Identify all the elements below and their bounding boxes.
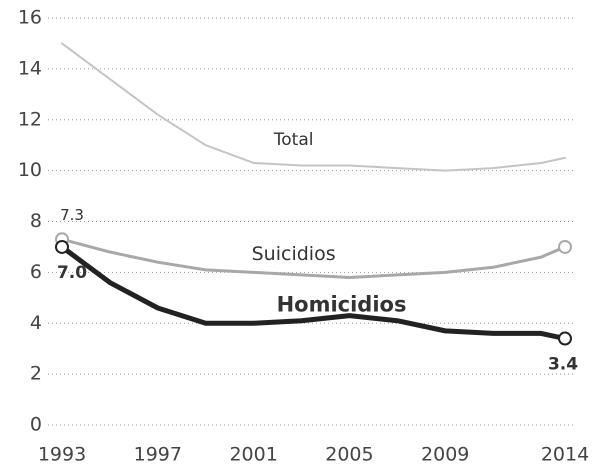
y-tick-label: 2 xyxy=(30,363,42,385)
y-tick-label: 10 xyxy=(18,159,42,181)
y-tick-label: 0 xyxy=(30,414,42,436)
x-tick-label: 2001 xyxy=(229,444,277,466)
y-tick-label: 8 xyxy=(30,210,42,232)
data-label: 7.0 xyxy=(57,263,87,283)
series-label: Homicidios xyxy=(277,292,407,316)
y-tick-label: 6 xyxy=(30,261,42,283)
end-marker xyxy=(55,239,69,254)
x-tick-label: 2009 xyxy=(421,444,469,466)
series-line xyxy=(60,237,567,279)
x-tick-label: 1993 xyxy=(38,444,86,466)
y-tick-label: 4 xyxy=(30,312,42,334)
data-label: 3.4 xyxy=(548,355,578,375)
series-label: Suicidios xyxy=(252,243,336,265)
y-tick-label: 12 xyxy=(18,108,42,130)
data-label: 7.3 xyxy=(60,206,84,224)
x-tick-label: 1997 xyxy=(134,444,182,466)
series-line xyxy=(59,244,568,342)
series-line xyxy=(61,42,566,172)
x-tick-label: 2014 xyxy=(541,444,589,466)
end-marker xyxy=(558,239,572,254)
y-tick-label: 16 xyxy=(18,7,42,29)
x-tick-label: 2005 xyxy=(325,444,373,466)
end-marker xyxy=(558,331,572,346)
y-tick-label: 14 xyxy=(18,57,42,79)
series-label: Total xyxy=(273,130,314,150)
